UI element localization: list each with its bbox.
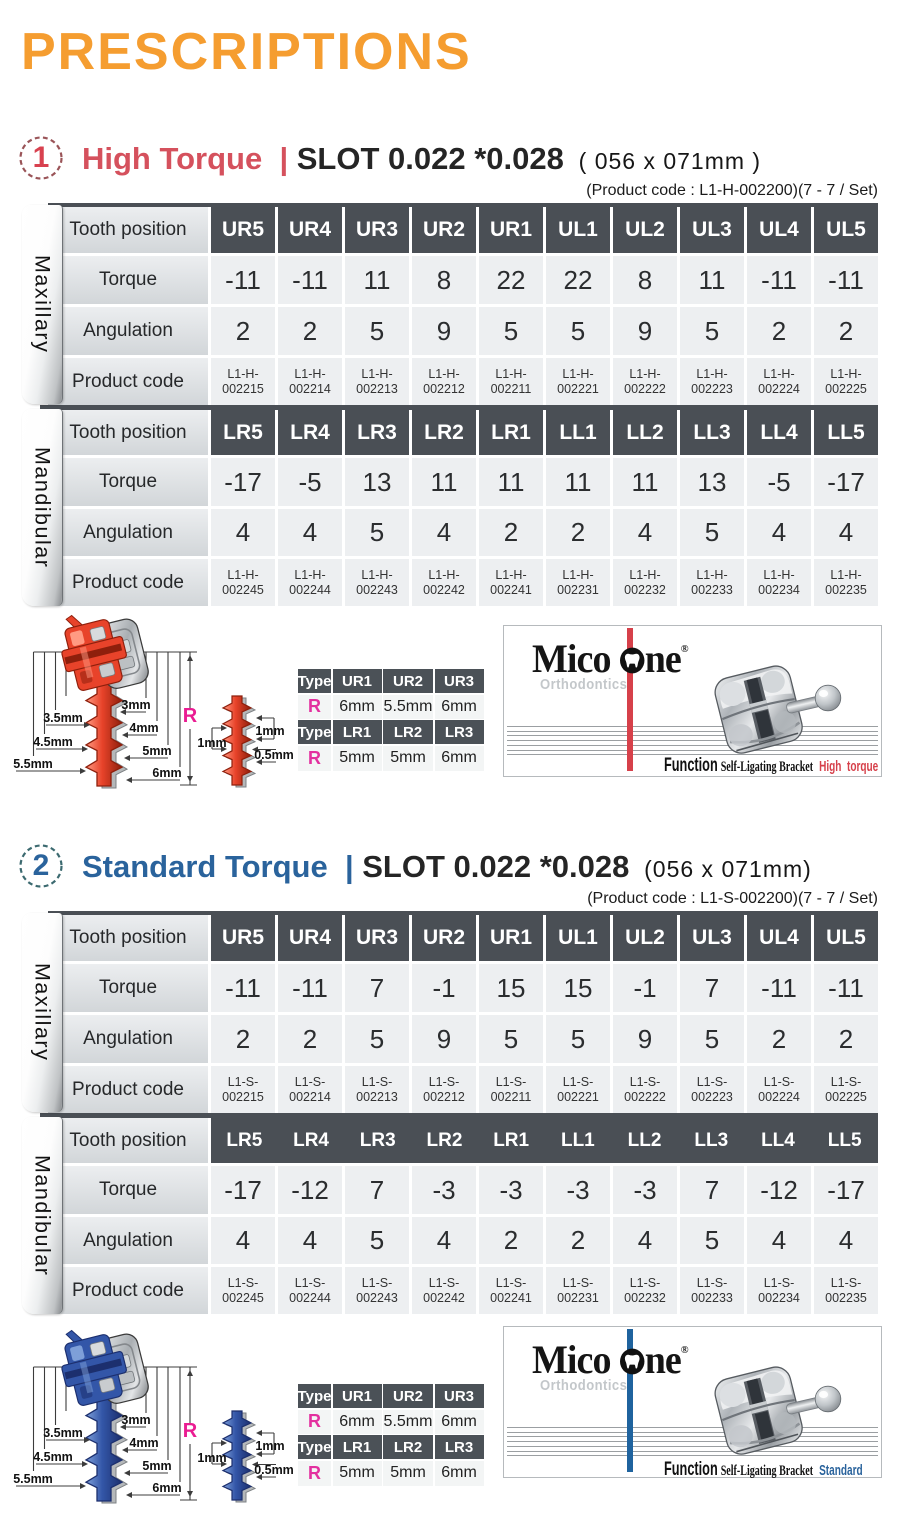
svg-text:1mm: 1mm <box>255 724 284 738</box>
svg-text:4mm: 4mm <box>129 721 158 735</box>
svg-text:1mm: 1mm <box>255 1439 284 1453</box>
svg-text:4.5mm: 4.5mm <box>33 1450 73 1464</box>
svg-text:5.5mm: 5.5mm <box>13 757 53 771</box>
svg-text:1mm: 1mm <box>197 1451 226 1465</box>
svg-text:3mm: 3mm <box>121 1413 150 1427</box>
svg-text:R: R <box>183 1420 198 1442</box>
svg-text:6mm: 6mm <box>152 1481 181 1495</box>
svg-text:3.5mm: 3.5mm <box>43 1426 83 1440</box>
svg-text:4mm: 4mm <box>129 1436 158 1450</box>
svg-text:4.5mm: 4.5mm <box>33 735 73 749</box>
svg-text:6mm: 6mm <box>152 766 181 780</box>
svg-text:0.5mm: 0.5mm <box>254 1463 294 1477</box>
svg-text:R: R <box>183 705 198 727</box>
svg-text:5mm: 5mm <box>142 1459 171 1473</box>
svg-text:0.5mm: 0.5mm <box>254 748 294 762</box>
svg-text:1mm: 1mm <box>197 736 226 750</box>
svg-text:3mm: 3mm <box>121 698 150 712</box>
svg-text:5mm: 5mm <box>142 744 171 758</box>
svg-text:3.5mm: 3.5mm <box>43 711 83 725</box>
svg-text:5.5mm: 5.5mm <box>13 1472 53 1486</box>
